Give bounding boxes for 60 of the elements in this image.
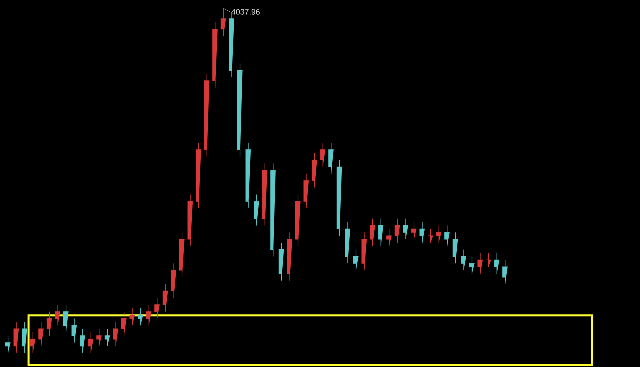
candlestick [104, 328, 110, 347]
candlestick [14, 322, 20, 354]
candlestick [486, 252, 492, 268]
candlestick [72, 318, 78, 344]
candlestick [88, 332, 94, 354]
candlestick [436, 225, 442, 244]
candlestick [96, 328, 102, 347]
candlestick [295, 194, 302, 247]
candlestick [130, 308, 136, 326]
candlestick [30, 332, 36, 354]
candlestick [6, 336, 12, 354]
candlestick [138, 308, 144, 326]
candlestick [162, 284, 168, 312]
candlestick [270, 163, 276, 258]
candlestick [304, 174, 310, 209]
candlestick [461, 250, 467, 271]
candlestick [154, 298, 160, 320]
candlestick [146, 304, 152, 326]
candlestick [179, 232, 186, 278]
candlestick [394, 218, 400, 244]
candlestick [362, 232, 368, 271]
candlestick [494, 252, 500, 274]
candlestick [428, 228, 434, 244]
candlestick [411, 222, 418, 240]
candlestick [246, 142, 252, 209]
candlestick [353, 250, 360, 271]
candlestick [237, 63, 244, 158]
candlestick [113, 322, 119, 347]
candlestick [502, 260, 508, 285]
candlestick [278, 242, 284, 282]
candlestick [420, 222, 426, 244]
candlestick [254, 194, 260, 226]
candlestick [80, 328, 86, 354]
candlestick [38, 322, 44, 347]
candlestick [171, 263, 177, 298]
candlestick [63, 304, 70, 333]
candlestick [320, 142, 326, 168]
candlestick [312, 153, 318, 188]
candlestick [55, 304, 61, 326]
candlestick [336, 160, 342, 236]
candlestick [204, 74, 210, 158]
candlestick [378, 218, 384, 247]
candlestick [469, 256, 476, 274]
candlestick [478, 252, 484, 274]
candlestick [22, 322, 28, 354]
candlestick [188, 194, 194, 247]
candlestick [262, 163, 268, 226]
candlestick [452, 232, 458, 264]
candlestick [46, 312, 52, 336]
candlestick [121, 312, 128, 336]
candlestick [196, 142, 202, 209]
candlestick [345, 222, 351, 264]
candlestick [287, 232, 293, 282]
candlestick [220, 8, 226, 36]
candlestick [403, 218, 409, 240]
candlestick [328, 142, 334, 174]
candlestick [370, 218, 376, 247]
candlestick [386, 228, 392, 247]
candlestick [444, 225, 450, 247]
candlestick [212, 22, 218, 88]
